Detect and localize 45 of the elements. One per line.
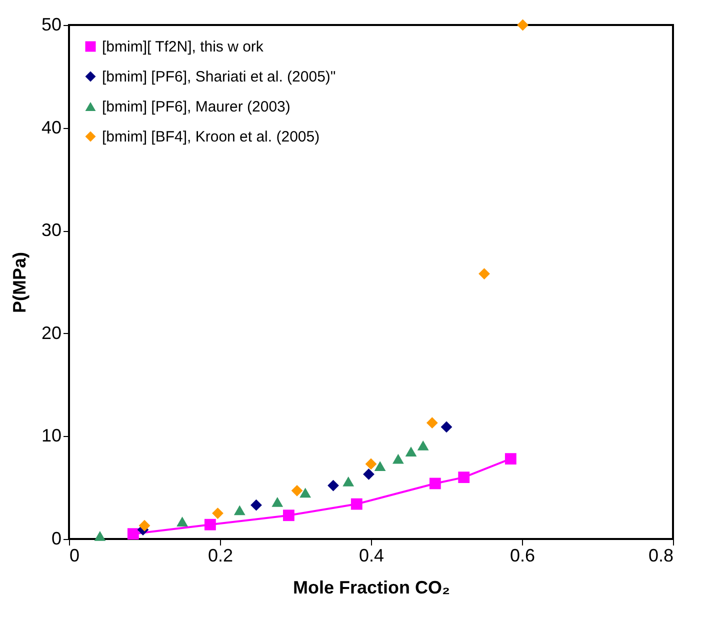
y-tick-label: 30	[41, 220, 62, 240]
point	[458, 472, 470, 484]
point	[392, 454, 404, 464]
y-tick-label: 0	[51, 528, 62, 548]
x-tick-label: 0.4	[358, 546, 384, 566]
point	[350, 498, 362, 510]
x-tick-label: 0	[70, 546, 80, 566]
point	[138, 520, 150, 532]
point	[478, 268, 490, 280]
point	[328, 480, 339, 492]
point	[365, 458, 377, 470]
point	[429, 478, 441, 490]
point	[283, 510, 294, 522]
legend-label: [bmim] [PF6], Maurer (2003)	[102, 98, 290, 116]
point	[212, 508, 224, 519]
point	[204, 518, 216, 530]
point	[127, 528, 139, 540]
legend-label: [bmim] [PF6], Shariati et al. (2005)"	[102, 68, 336, 86]
x-axis-title: Mole Fraction CO₂	[292, 578, 450, 598]
point	[234, 505, 246, 516]
point	[440, 421, 452, 433]
point	[417, 440, 429, 450]
point	[504, 453, 516, 465]
y-axis-title: P(MPa)	[9, 252, 30, 314]
point	[342, 476, 354, 486]
point	[300, 488, 312, 498]
point	[374, 461, 386, 471]
y-tick-label: 20	[41, 322, 62, 343]
point	[363, 468, 374, 480]
y-tick-label: 40	[41, 117, 62, 138]
x-tick-label: 0.6	[510, 546, 536, 566]
point	[250, 499, 262, 511]
point	[176, 516, 188, 526]
point	[272, 497, 284, 507]
point	[517, 19, 528, 31]
point	[405, 446, 417, 457]
point	[426, 417, 438, 429]
point	[94, 530, 106, 541]
y-tick-label: 50	[41, 14, 62, 34]
x-tick-label: 0.2	[208, 546, 234, 566]
y-tick-label: 10	[41, 426, 62, 446]
legend-label: [bmim] [BF4], Kroon et al. (2005)	[102, 128, 320, 146]
x-tick-label: 0.8	[648, 546, 674, 566]
point	[291, 484, 303, 496]
legend-label: [bmim][ Tf2N], this w ork	[102, 38, 264, 56]
